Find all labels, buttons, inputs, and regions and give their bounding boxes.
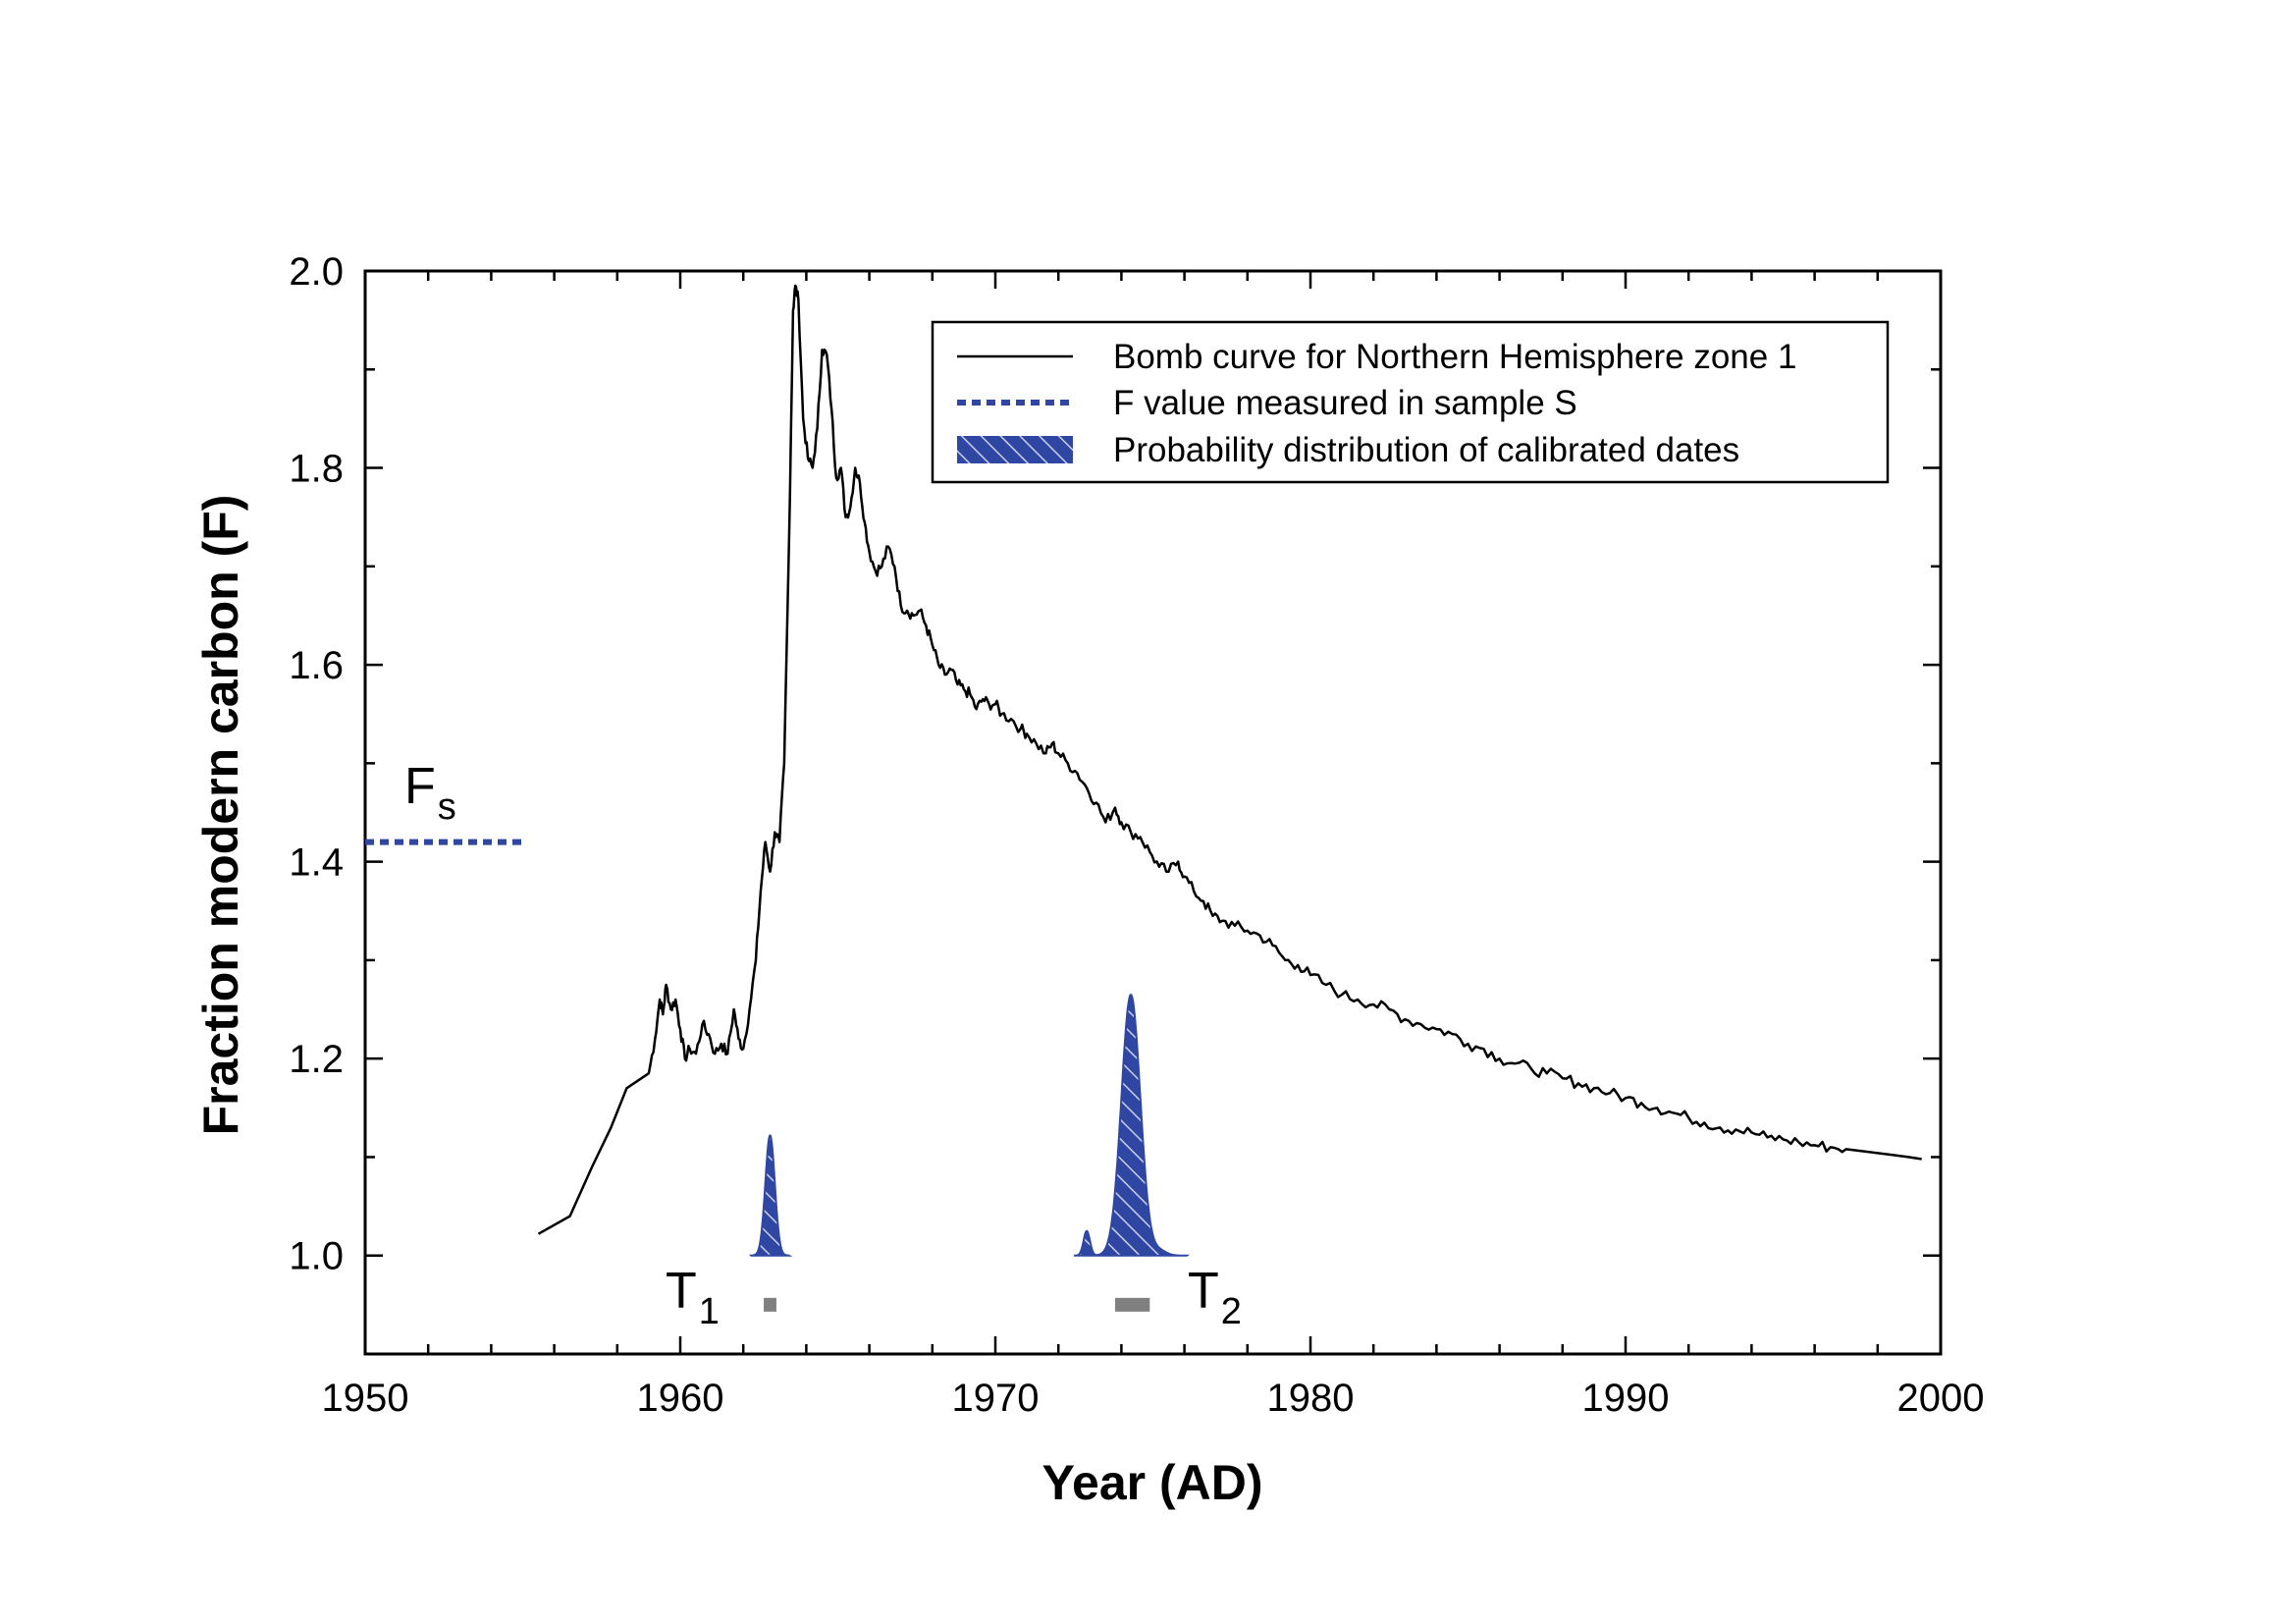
x-axis-title: Year (AD) xyxy=(1041,1455,1262,1510)
distribution-layer xyxy=(749,994,1190,1312)
y-tick-label: 1.4 xyxy=(289,841,344,885)
x-tick-labels: 1950 1960 1970 1980 1990 2000 xyxy=(322,1377,1985,1420)
legend: Bomb curve for Northern Hemisphere zone … xyxy=(931,320,1890,484)
range-bar-t1 xyxy=(764,1297,776,1312)
legend-label-f-value: F value measured in sample S xyxy=(1113,384,1577,422)
legend-label-bomb-curve: Bomb curve for Northern Hemisphere zone … xyxy=(1113,338,1796,376)
distribution-peak-t2 xyxy=(1070,994,1190,1257)
x-tick-label: 1990 xyxy=(1582,1377,1670,1420)
x-tick-label: 1980 xyxy=(1267,1377,1355,1420)
y-tick-label: 1.6 xyxy=(289,644,344,687)
y-tick-label: 1.8 xyxy=(289,448,344,491)
x-tick-label: 1970 xyxy=(952,1377,1040,1420)
plot-frame xyxy=(363,269,1943,1356)
annotation-layer: Fs T1 T2 xyxy=(404,758,1242,1332)
t2-label: T2 xyxy=(1188,1263,1242,1332)
distribution-peak-t1 xyxy=(749,1134,793,1257)
y-tick-label: 2.0 xyxy=(289,250,344,294)
legend-label-distribution: Probability distribution of calibrated d… xyxy=(1113,431,1739,469)
bomb-curve-line xyxy=(537,284,1922,1235)
series-layer xyxy=(537,284,1922,1235)
legend-box xyxy=(931,320,1890,484)
range-bar-t2 xyxy=(1114,1297,1150,1312)
fs-label: Fs xyxy=(404,758,456,828)
y-tick-label: 1.2 xyxy=(289,1038,344,1081)
ticks-layer xyxy=(363,269,1943,1356)
x-tick-label: 1960 xyxy=(637,1377,724,1420)
x-tick-label: 2000 xyxy=(1897,1377,1985,1420)
legend-swatch-distribution xyxy=(957,436,1073,463)
y-tick-labels: 1.0 1.2 1.4 1.6 1.8 2.0 xyxy=(289,250,344,1278)
x-tick-label: 1950 xyxy=(322,1377,409,1420)
t1-label: T1 xyxy=(666,1263,720,1332)
y-tick-label: 1.0 xyxy=(289,1235,344,1278)
y-axis-title: Fraction modern carbon (F) xyxy=(193,495,248,1136)
